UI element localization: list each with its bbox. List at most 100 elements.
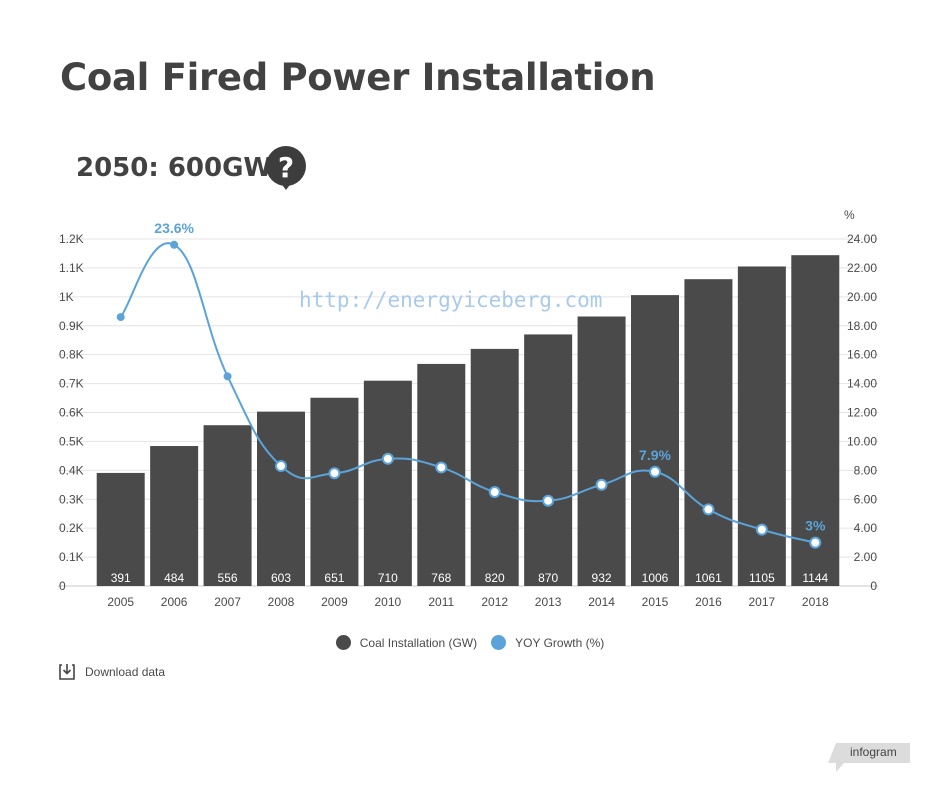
growth-point [435, 461, 448, 474]
bar-value-label: 1144 [802, 571, 828, 585]
growth-point [755, 523, 768, 536]
growth-point [542, 494, 555, 507]
right-axis-tick-label: 6.00 [854, 492, 878, 506]
bar-value-label: 1105 [749, 571, 775, 585]
growth-point [328, 467, 341, 480]
legend-swatch-coal [335, 635, 351, 650]
watermark: http://energyiceberg.com [299, 288, 602, 312]
chart: 0 0.1K 0.2K 0.3K 0.4K 0.5K 0.6K 0.7K 0.8K 0.9K 1K 1… [58, 208, 878, 609]
x-axis-tick-label: 2008 [268, 595, 295, 609]
legend-item-coal[interactable]: Coal Installation (GW) [335, 635, 478, 650]
subtitle: 2050: 600GW [76, 153, 273, 183]
bar-value-label: 556 [218, 571, 238, 585]
x-axis-tick-label: 2009 [321, 595, 348, 609]
bar [150, 446, 199, 586]
x-axis-tick-label: 2015 [642, 595, 669, 609]
left-axis-tick-label: 0.9K [59, 319, 84, 333]
right-axis-tick-label: 14.00 [847, 377, 877, 391]
bar [470, 348, 519, 586]
right-axis-tick-label: 4.00 [854, 521, 878, 535]
bar-value-label: 1006 [642, 571, 669, 585]
growth-point [275, 459, 287, 472]
growth-point [381, 452, 394, 465]
brand-label: infogram [850, 745, 897, 759]
right-axis-tick-label: 12.00 [847, 406, 877, 420]
right-axis-tick-label: 0 [870, 579, 877, 593]
left-axis-tick-label: 0.4K [59, 463, 84, 477]
x-axis-tick-label: 2005 [107, 595, 134, 609]
left-axis-tick-label: 0.1K [59, 550, 84, 564]
growth-point [223, 372, 232, 381]
left-axis-tick-label: 0.7K [59, 377, 84, 391]
x-axis-tick-label: 2011 [428, 595, 454, 609]
bar [203, 425, 252, 586]
left-axis-tick-label: 1.2K [59, 232, 84, 246]
right-axis-tick-label: 18.00 [847, 319, 877, 333]
left-axis-tick-label: 1.1K [59, 261, 84, 275]
legend-swatch-growth [491, 635, 507, 650]
growth-point [488, 486, 501, 499]
right-axis-tick-label: 24.00 [847, 232, 877, 246]
left-axis-tick-label: 0 [59, 579, 66, 593]
growth-point [809, 536, 822, 549]
bar [524, 334, 573, 586]
download-icon [59, 664, 75, 680]
legend-label-coal: Coal Installation (GW) [359, 635, 478, 650]
right-axis-tick-label: 10.00 [847, 434, 877, 448]
x-axis-tick-label: 2006 [161, 595, 188, 609]
x-axis-tick-label: 2014 [588, 595, 615, 609]
right-axis-tick-label: 22.00 [847, 261, 877, 275]
bar-value-label: 484 [164, 571, 184, 585]
svg-text:?: ? [278, 151, 294, 184]
x-axis-tick-label: 2010 [375, 595, 402, 609]
bar [791, 255, 840, 586]
right-axis-tick-label: 16.00 [847, 348, 877, 362]
growth-point [702, 503, 715, 516]
bar-value-label: 932 [592, 571, 612, 585]
x-axis-tick-label: 2017 [749, 595, 776, 609]
growth-point [170, 240, 179, 249]
infogram-logo[interactable] [828, 742, 910, 772]
left-axis-tick-label: 0.8K [59, 348, 84, 362]
right-axis-tick-label: 2.00 [854, 550, 878, 564]
bar-value-label: 710 [378, 571, 398, 585]
x-axis-tick-label: 2012 [481, 595, 508, 609]
bar-value-label: 870 [538, 571, 558, 585]
x-axis-tick-label: 2018 [802, 595, 829, 609]
growth-point [116, 313, 125, 322]
x-axis-tick-label: 2013 [535, 595, 562, 609]
question-mark-icon[interactable]: ? [265, 146, 307, 192]
legend: Coal Installation (GW) YOY Growth (%) [0, 635, 940, 650]
download-data-label: Download data [85, 664, 166, 679]
left-axis-tick-label: 0.5K [59, 434, 84, 448]
x-axis-tick-label: 2007 [214, 595, 241, 609]
left-axis-tick-label: 1K [59, 290, 74, 304]
bar-value-label: 820 [485, 571, 505, 585]
right-axis-tick-label: 8.00 [854, 463, 878, 477]
bar-value-label: 391 [111, 571, 131, 585]
x-axis-tick-label: 2016 [695, 595, 722, 609]
bar [363, 380, 412, 586]
bar [684, 279, 733, 586]
left-axis-tick-label: 0.3K [59, 492, 84, 506]
bar [96, 472, 145, 586]
growth-data-label: 7.9% [639, 447, 671, 463]
left-axis-tick-label: 0.2K [59, 521, 84, 535]
legend-item-growth[interactable]: YOY Growth (%) [491, 635, 604, 650]
bar-value-label: 1061 [695, 571, 722, 585]
right-axis-tick-label: 20.00 [847, 290, 877, 304]
bar-value-label: 603 [271, 571, 291, 585]
right-axis-unit-label: % [844, 208, 855, 222]
growth-point [649, 465, 661, 478]
legend-label-growth: YOY Growth (%) [515, 635, 605, 650]
bar [631, 295, 679, 586]
growth-data-label: 23.6% [154, 220, 194, 236]
chart-title: Coal Fired Power Installation [60, 56, 656, 99]
bar-value-label: 651 [324, 571, 344, 585]
bar [577, 316, 626, 586]
growth-data-label: 3% [805, 518, 826, 534]
download-data-button[interactable]: Download data [59, 663, 165, 680]
left-axis-tick-label: 0.6K [59, 406, 84, 420]
bar [257, 411, 305, 586]
bar-value-label: 768 [431, 571, 451, 585]
